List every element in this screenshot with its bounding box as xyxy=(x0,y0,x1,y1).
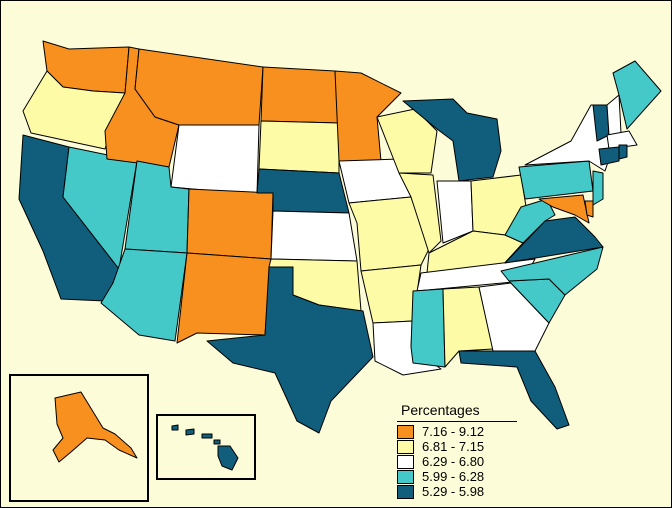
state-MT xyxy=(134,48,264,126)
state-NM xyxy=(176,252,272,344)
state-WV xyxy=(504,198,556,244)
state-MD xyxy=(538,194,590,224)
legend-label: 6.81 - 7.15 xyxy=(422,439,485,454)
legend-item: 7.16 - 9.12 xyxy=(397,424,484,439)
state-PA xyxy=(518,160,594,200)
state-AK xyxy=(52,391,138,463)
state-TX xyxy=(206,266,374,434)
legend-swatch xyxy=(397,469,414,484)
alaska-inset xyxy=(9,374,149,502)
state-KS xyxy=(270,210,358,262)
legend-item: 6.81 - 7.15 xyxy=(397,439,484,454)
legend-item: 5.99 - 6.28 xyxy=(397,469,484,484)
state-CO xyxy=(186,188,274,260)
legend-swatch xyxy=(397,439,414,454)
legend-swatch xyxy=(397,424,414,439)
legend-swatch xyxy=(397,484,414,499)
legend-label: 5.99 - 6.28 xyxy=(422,469,485,484)
state-ME xyxy=(612,60,662,130)
legend-title: Percentages xyxy=(401,402,480,418)
legend-label: 6.29 - 6.80 xyxy=(422,454,485,469)
state-FL xyxy=(458,350,570,430)
state-IL xyxy=(398,172,442,254)
state-WY xyxy=(170,124,260,196)
state-SD xyxy=(258,120,340,174)
legend-label: 5.29 - 5.98 xyxy=(422,484,485,499)
state-WI xyxy=(376,108,438,174)
state-AL xyxy=(442,286,494,368)
legend-swatch xyxy=(397,454,414,469)
state-ND xyxy=(260,66,340,124)
state-HI xyxy=(171,424,239,471)
state-NH xyxy=(606,94,622,136)
state-CT xyxy=(598,146,620,166)
state-MA xyxy=(606,130,638,150)
legend-divider xyxy=(397,421,517,422)
legend: Percentages 7.16 - 9.12 6.81 - 7.15 6.29… xyxy=(393,402,523,502)
state-DE xyxy=(584,200,594,218)
state-NJ xyxy=(592,170,604,206)
hawaii-inset xyxy=(156,414,256,480)
state-MI xyxy=(402,98,502,182)
state-RI xyxy=(618,144,628,160)
state-MS xyxy=(410,288,446,368)
legend-item: 5.29 - 5.98 xyxy=(397,484,484,499)
legend-item: 6.29 - 6.80 xyxy=(397,454,484,469)
legend-label: 7.16 - 9.12 xyxy=(422,424,485,439)
legend-items: 7.16 - 9.12 6.81 - 7.15 6.29 - 6.80 5.99… xyxy=(397,424,484,499)
state-GA xyxy=(478,282,550,352)
